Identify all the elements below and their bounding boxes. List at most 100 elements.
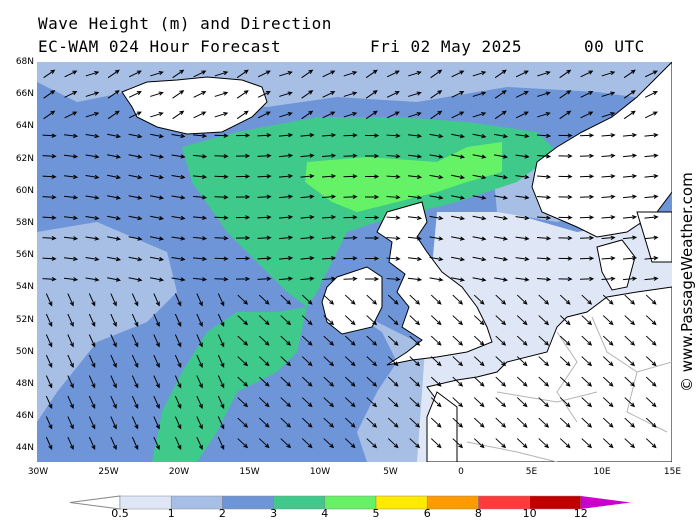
direction-arrow	[644, 194, 659, 199]
direction-arrow	[430, 315, 442, 326]
direction-arrow	[386, 256, 401, 261]
direction-arrow	[343, 215, 358, 220]
direction-arrow	[645, 438, 657, 449]
color-legend	[69, 495, 631, 510]
direction-arrow	[107, 110, 120, 120]
direction-arrow	[364, 215, 380, 220]
direction-arrow	[624, 397, 636, 408]
direction-arrow	[451, 215, 466, 221]
direction-arrow	[280, 335, 292, 346]
direction-arrow	[214, 70, 229, 77]
direction-arrow	[278, 215, 294, 220]
direction-arrow	[110, 395, 117, 409]
direction-arrow	[107, 174, 122, 180]
direction-arrow	[235, 256, 251, 261]
direction-arrow	[278, 256, 294, 261]
direction-arrow	[280, 438, 292, 449]
direction-arrow	[494, 174, 509, 180]
direction-arrow	[495, 294, 507, 305]
direction-arrow	[67, 354, 74, 368]
direction-arrow	[280, 315, 292, 326]
direction-arrow	[516, 417, 528, 428]
direction-arrow	[45, 313, 53, 327]
legend-tick-label: 3	[270, 507, 278, 520]
direction-arrow	[516, 438, 528, 449]
direction-arrow	[42, 133, 57, 138]
direction-arrow	[495, 397, 507, 408]
direction-arrow	[601, 153, 616, 158]
direction-arrow	[644, 276, 659, 281]
direction-arrow	[558, 276, 573, 282]
direction-arrow	[580, 70, 594, 78]
longitude-label: 0	[458, 467, 464, 477]
legend-tick-label: 10	[522, 507, 537, 520]
direction-arrow	[237, 397, 249, 408]
direction-arrow	[472, 174, 487, 180]
direction-arrow	[602, 438, 614, 449]
direction-arrow	[237, 417, 249, 428]
direction-arrow	[581, 356, 593, 367]
direction-arrow	[430, 356, 442, 367]
direction-arrow	[300, 256, 315, 261]
direction-arrow	[494, 277, 509, 282]
direction-arrow	[472, 91, 487, 97]
direction-arrow	[366, 315, 378, 326]
direction-arrow	[538, 417, 550, 428]
direction-arrow	[387, 376, 399, 387]
direction-arrow	[131, 313, 139, 327]
direction-arrow	[494, 133, 509, 139]
direction-arrow	[280, 294, 292, 305]
direction-arrow	[516, 315, 528, 326]
direction-arrow	[237, 335, 249, 346]
direction-arrow	[237, 376, 249, 387]
direction-arrow	[67, 436, 74, 450]
forecast-time: 00 UTC	[584, 37, 645, 56]
direction-arrow	[559, 335, 571, 346]
direction-arrow	[579, 215, 595, 220]
direction-arrow	[622, 256, 638, 261]
latitude-label: 48N	[15, 379, 34, 389]
direction-arrow	[601, 133, 616, 138]
direction-arrow	[452, 376, 464, 387]
direction-arrow	[63, 195, 79, 200]
direction-arrow	[153, 416, 160, 430]
direction-arrow	[452, 417, 464, 428]
direction-arrow	[88, 436, 96, 450]
direction-arrow	[192, 256, 208, 261]
direction-arrow	[344, 356, 356, 367]
direction-arrow	[63, 133, 79, 139]
direction-arrow	[558, 174, 573, 179]
direction-arrow	[128, 277, 143, 282]
chart-title: Wave Height (m) and Direction	[38, 14, 332, 33]
direction-arrow	[214, 276, 229, 282]
direction-arrow	[343, 111, 358, 118]
direction-arrow	[602, 376, 614, 387]
direction-arrow	[196, 416, 203, 430]
direction-arrow	[558, 153, 573, 159]
direction-arrow	[67, 375, 74, 389]
direction-arrow	[42, 174, 57, 179]
direction-arrow	[110, 313, 117, 327]
direction-arrow	[128, 236, 143, 241]
direction-arrow	[235, 174, 251, 179]
direction-arrow	[343, 194, 358, 200]
longitude-label: 25W	[98, 467, 119, 477]
direction-arrow	[601, 256, 616, 261]
direction-arrow	[343, 256, 358, 261]
direction-arrow	[495, 335, 507, 346]
direction-arrow	[624, 294, 636, 305]
direction-arrow	[515, 195, 530, 200]
direction-arrow	[300, 194, 315, 199]
direction-arrow	[85, 195, 100, 200]
wave-map[interactable]	[37, 60, 673, 463]
direction-arrow	[85, 111, 100, 118]
direction-arrow	[196, 334, 203, 348]
direction-arrow	[278, 194, 294, 199]
direction-arrow	[300, 276, 315, 281]
direction-arrow	[344, 376, 356, 387]
direction-arrow	[409, 417, 421, 428]
direction-arrow	[559, 397, 571, 408]
direction-arrow	[150, 215, 165, 221]
direction-arrow	[258, 294, 270, 305]
direction-arrow	[559, 69, 572, 79]
